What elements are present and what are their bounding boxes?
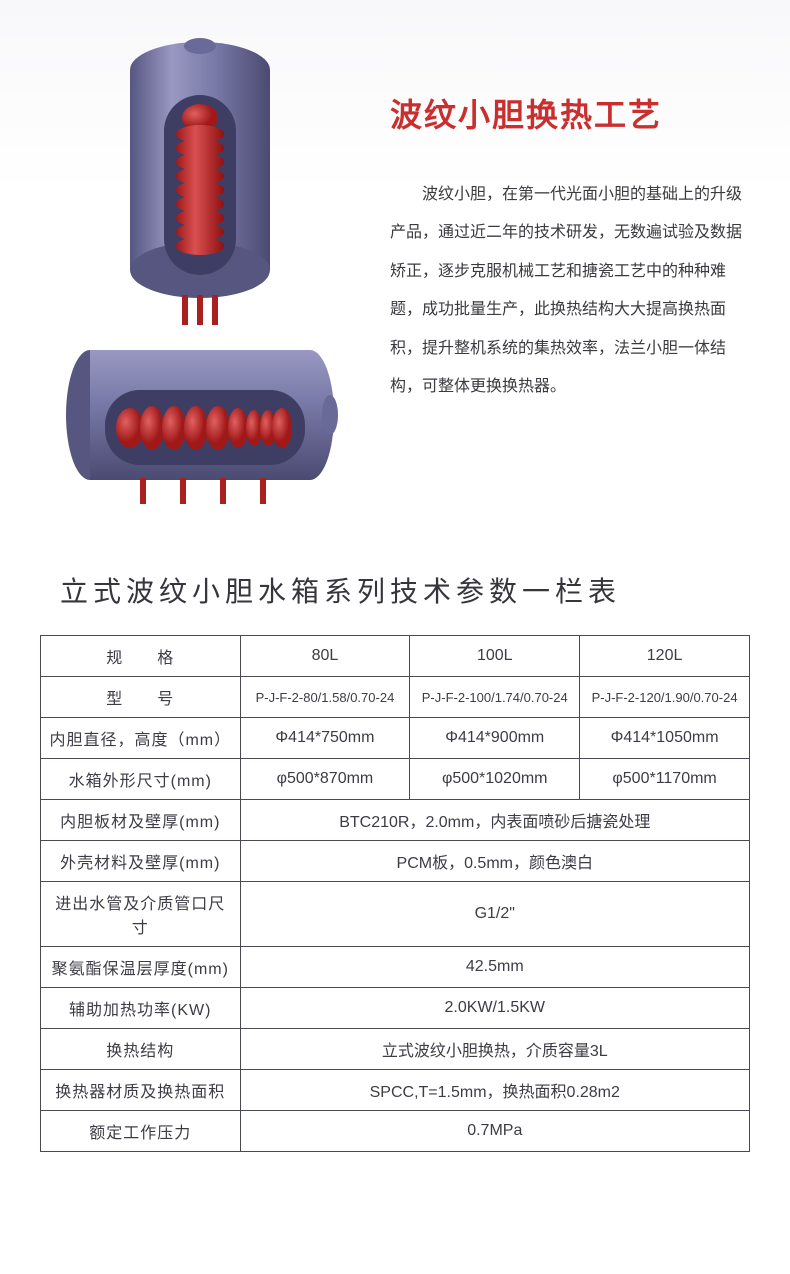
row-label: 型 号 [41,677,241,718]
row-value: Φ414*750mm [240,718,410,759]
row-label: 辅助加热功率(KW) [41,988,241,1029]
row-value: 80L [240,636,410,677]
row-value: 100L [410,636,580,677]
table-row: 内胆直径，高度（mm）Φ414*750mmΦ414*900mmΦ414*1050… [41,718,750,759]
row-label: 水箱外形尺寸(mm) [41,759,241,800]
row-label: 内胆直径，高度（mm） [41,718,241,759]
row-value: φ500*870mm [240,759,410,800]
table-row: 规 格80L100L120L [41,636,750,677]
row-value-merged: G1/2" [240,882,749,947]
table-title: 立式波纹小胆水箱系列技术参数一栏表 [0,530,790,635]
row-value-merged: BTC210R，2.0mm，内表面喷砂后搪瓷处理 [240,800,749,841]
row-label: 换热器材质及换热面积 [41,1070,241,1111]
row-value: φ500*1020mm [410,759,580,800]
row-label: 内胆板材及壁厚(mm) [41,800,241,841]
row-value: P-J-F-2-100/1.74/0.70-24 [410,677,580,718]
table-row: 辅助加热功率(KW)2.0KW/1.5KW [41,988,750,1029]
row-label: 进出水管及介质管口尺寸 [41,882,241,947]
row-value: P-J-F-2-80/1.58/0.70-24 [240,677,410,718]
main-heading: 波纹小胆换热工艺 [390,90,750,136]
row-value-merged: 42.5mm [240,947,749,988]
product-illustration [40,30,360,510]
table-row: 聚氨酯保温层厚度(mm)42.5mm [41,947,750,988]
table-row: 换热结构立式波纹小胆换热，介质容量3L [41,1029,750,1070]
table-row: 型 号P-J-F-2-80/1.58/0.70-24P-J-F-2-100/1.… [41,677,750,718]
table-row: 内胆板材及壁厚(mm)BTC210R，2.0mm，内表面喷砂后搪瓷处理 [41,800,750,841]
row-value: φ500*1170mm [580,759,750,800]
table-row: 水箱外形尺寸(mm)φ500*870mmφ500*1020mmφ500*1170… [41,759,750,800]
table-row: 进出水管及介质管口尺寸G1/2" [41,882,750,947]
row-value-merged: SPCC,T=1.5mm，换热面积0.28m2 [240,1070,749,1111]
row-value-merged: 2.0KW/1.5KW [240,988,749,1029]
description-paragraph: 波纹小胆，在第一代光面小胆的基础上的升级产品，通过近二年的技术研发，无数遍试验及… [390,176,750,406]
table-row: 额定工作压力0.7MPa [41,1111,750,1152]
row-label: 规 格 [41,636,241,677]
row-value-merged: 0.7MPa [240,1111,749,1152]
row-label: 换热结构 [41,1029,241,1070]
spec-table: 规 格80L100L120L型 号P-J-F-2-80/1.58/0.70-24… [40,635,750,1152]
row-label: 外壳材料及壁厚(mm) [41,841,241,882]
row-label: 额定工作压力 [41,1111,241,1152]
row-label: 聚氨酯保温层厚度(mm) [41,947,241,988]
row-value: 120L [580,636,750,677]
row-value: Φ414*1050mm [580,718,750,759]
row-value-merged: PCM板，0.5mm，颜色澳白 [240,841,749,882]
row-value: P-J-F-2-120/1.90/0.70-24 [580,677,750,718]
table-row: 换热器材质及换热面积SPCC,T=1.5mm，换热面积0.28m2 [41,1070,750,1111]
row-value-merged: 立式波纹小胆换热，介质容量3L [240,1029,749,1070]
table-row: 外壳材料及壁厚(mm)PCM板，0.5mm，颜色澳白 [41,841,750,882]
row-value: Φ414*900mm [410,718,580,759]
